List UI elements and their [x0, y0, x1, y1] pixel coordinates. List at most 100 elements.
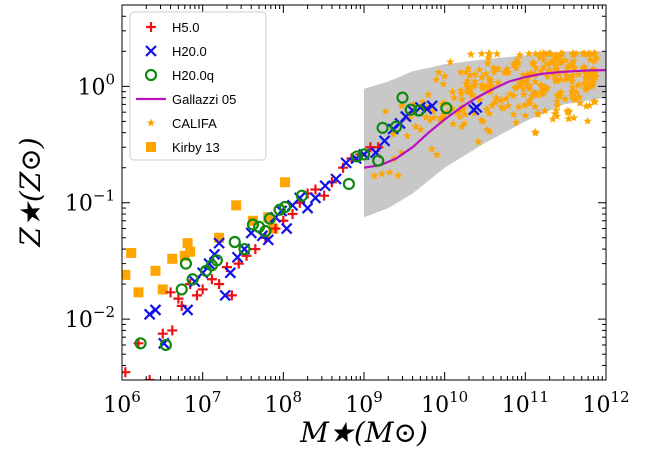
califa-point [388, 129, 398, 138]
califa-point [492, 49, 502, 58]
califa-point [550, 56, 559, 65]
califa-point [449, 93, 459, 102]
califa-point [511, 118, 521, 127]
califa-point [574, 92, 584, 101]
califa-point [470, 108, 479, 117]
califa-point [514, 58, 523, 67]
h20-point [208, 248, 221, 261]
h20q-series [134, 91, 453, 352]
califa-point [548, 114, 558, 123]
califa-point [535, 53, 545, 62]
kirby-point [185, 246, 196, 257]
califa-point [509, 91, 519, 100]
califa-point [460, 109, 470, 119]
califa-point [489, 67, 499, 76]
califa-point [462, 82, 472, 91]
califa-point [539, 55, 549, 64]
califa-point [397, 101, 406, 110]
x-axis-title: M★(M⊙) [299, 416, 428, 449]
califa-point [403, 131, 412, 140]
califa-point [456, 67, 466, 76]
kirby-point [214, 232, 225, 243]
x-tick-label: 107 [184, 388, 222, 418]
axis-ticks [121, 4, 607, 381]
x-tick-label: 1010 [421, 388, 468, 418]
califa-point [484, 109, 494, 118]
califa-point [565, 73, 575, 82]
h20q-point [295, 189, 309, 202]
califa-point [575, 98, 585, 107]
legend-label: H5.0 [172, 20, 199, 35]
x-tick-label: 1012 [582, 388, 629, 418]
legend-marker [144, 68, 158, 82]
kirby-point [133, 287, 144, 298]
califa-point [491, 97, 500, 106]
h20-point [219, 289, 231, 302]
kirby-point [126, 248, 137, 259]
califa-point [568, 82, 578, 91]
califa-point [555, 58, 565, 67]
h5-point [157, 328, 168, 339]
califa-point [568, 91, 577, 101]
h20q-point [350, 150, 364, 163]
kirby-point [280, 177, 291, 188]
califa-point [539, 62, 549, 71]
califa-point [589, 78, 598, 87]
h20-point [149, 304, 162, 316]
califa-point [411, 122, 420, 131]
califa-point [505, 89, 515, 98]
califa-point [557, 49, 567, 58]
califa-point [424, 90, 433, 99]
h20q-point [357, 148, 371, 161]
h5-point [226, 290, 237, 301]
califa-point [556, 75, 565, 84]
h20q-point [390, 120, 403, 133]
califa-point [552, 106, 561, 115]
califa-point [551, 65, 560, 74]
califa-point [582, 101, 591, 110]
x-tick-label: 109 [345, 388, 383, 418]
h20-point [378, 135, 391, 147]
califa-point [409, 99, 419, 109]
califa-point [538, 89, 547, 99]
califa-point [567, 76, 577, 85]
h20q-point [134, 337, 147, 350]
legend-label: Kirby 13 [172, 140, 220, 155]
legend-label: H20.0q [172, 68, 214, 83]
califa-point [377, 169, 387, 178]
califa-point [437, 113, 447, 122]
califa-point [574, 80, 583, 89]
h20q-point [238, 242, 251, 256]
califa-point [478, 116, 488, 126]
h5-point [310, 184, 321, 195]
h20-point [330, 173, 342, 185]
califa-point [569, 113, 579, 122]
califa-point [585, 82, 595, 91]
califa-point [578, 49, 588, 58]
califa-point [571, 95, 581, 104]
califa-point [463, 76, 472, 85]
califa-point [456, 89, 466, 98]
califa-point [517, 76, 526, 85]
h5-point [214, 279, 225, 290]
h5-point [206, 274, 217, 285]
h5-point [165, 287, 176, 298]
legend-label: CALIFA [172, 116, 217, 131]
califa-point [561, 94, 570, 103]
califa-point [487, 81, 496, 91]
califa-point [531, 88, 540, 98]
gallazzi-line [363, 69, 606, 169]
califa-point [531, 63, 541, 72]
califa-point [446, 57, 455, 66]
califa-point [486, 78, 496, 87]
califa-point [405, 114, 414, 123]
califa-point [568, 49, 577, 58]
califa-point [583, 73, 593, 82]
califa-point [429, 113, 438, 122]
califa-point [592, 53, 601, 62]
x-tick-label: 106 [103, 388, 141, 418]
califa-point [541, 49, 550, 58]
h20q-point [396, 91, 409, 104]
califa-point [439, 110, 449, 119]
califa-point [466, 90, 476, 99]
